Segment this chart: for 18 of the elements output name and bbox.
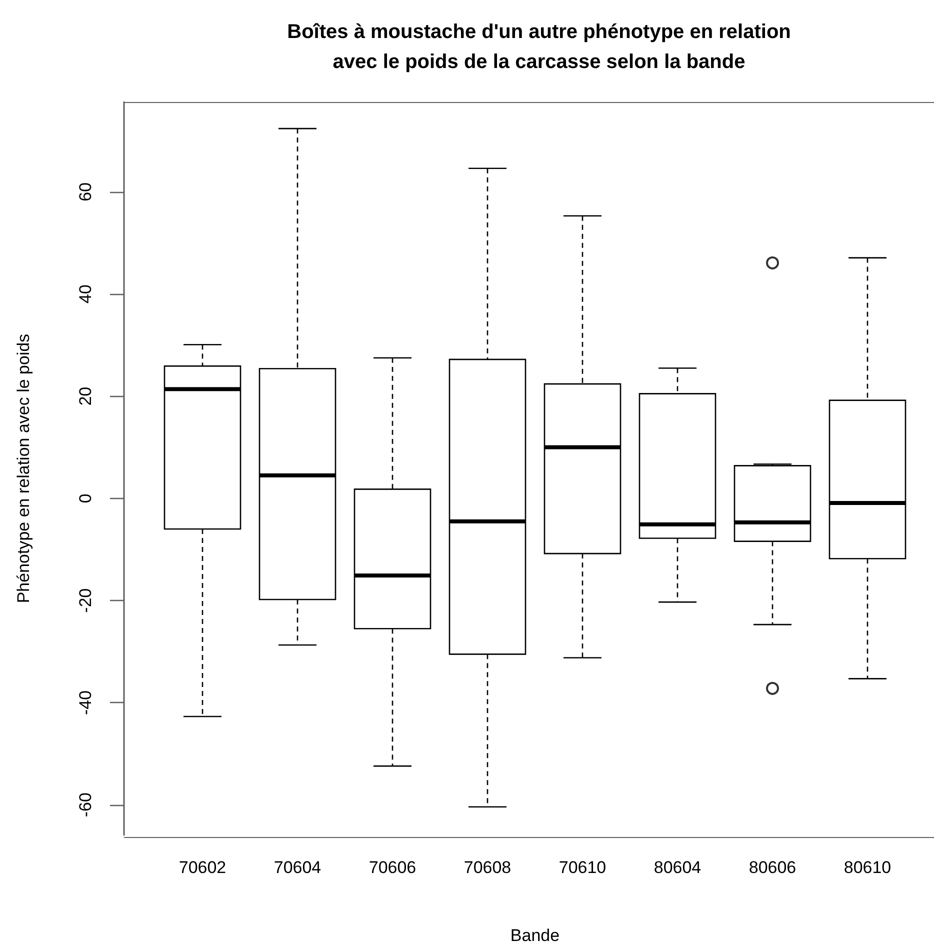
x-tick-label: 70604 — [274, 858, 322, 877]
y-tick-label: 60 — [76, 182, 95, 202]
y-tick-label: 0 — [76, 494, 95, 504]
y-axis-title: Phénotype en relation avec le poids — [14, 334, 33, 604]
x-tick-label: 80606 — [748, 858, 796, 877]
x-tick-label: 80610 — [844, 858, 892, 877]
x-tick-label: 70608 — [464, 858, 512, 877]
x-tick-label: 70602 — [178, 858, 226, 877]
y-tick-label: -20 — [76, 588, 95, 613]
x-tick-label: 70606 — [368, 858, 416, 877]
y-tick-label: -40 — [76, 690, 95, 715]
x-tick-label: 70610 — [558, 858, 606, 877]
x-tick-label: 80604 — [654, 858, 702, 877]
y-tick-label: 20 — [76, 386, 95, 406]
y-tick-label: -60 — [76, 792, 95, 818]
y-tick-label: 40 — [76, 284, 95, 304]
x-axis-title: Bande — [510, 926, 560, 945]
chart-title: Boîtes à moustache d'un autre phénotype en relation avec le poids de la carcasse selon la bande — [287, 21, 791, 73]
